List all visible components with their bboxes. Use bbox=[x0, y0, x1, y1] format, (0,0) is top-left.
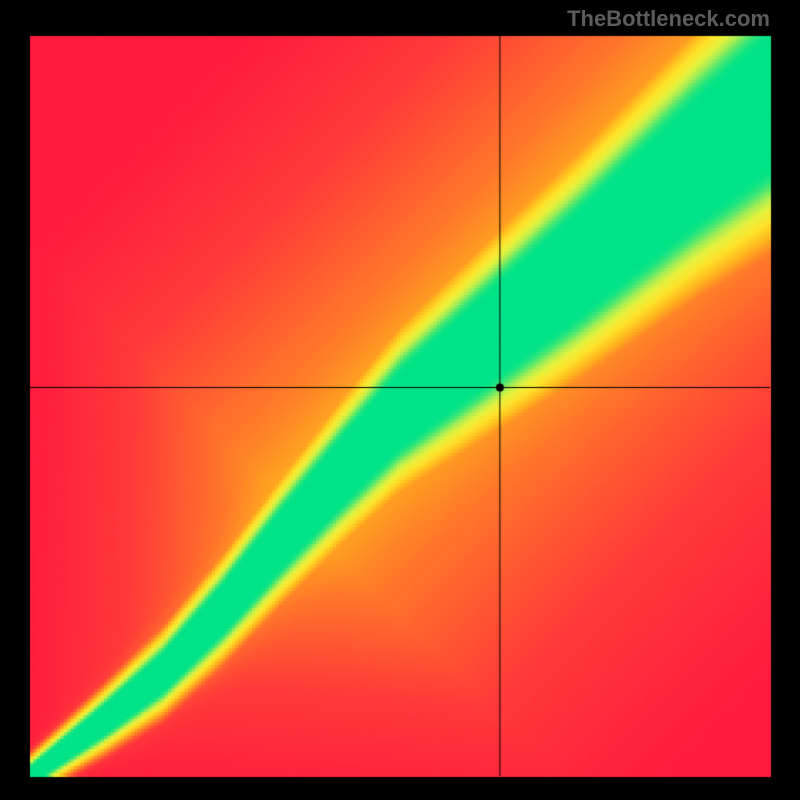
chart-container: TheBottleneck.com bbox=[0, 0, 800, 800]
bottleneck-heatmap bbox=[0, 0, 800, 800]
watermark-text: TheBottleneck.com bbox=[567, 6, 770, 32]
